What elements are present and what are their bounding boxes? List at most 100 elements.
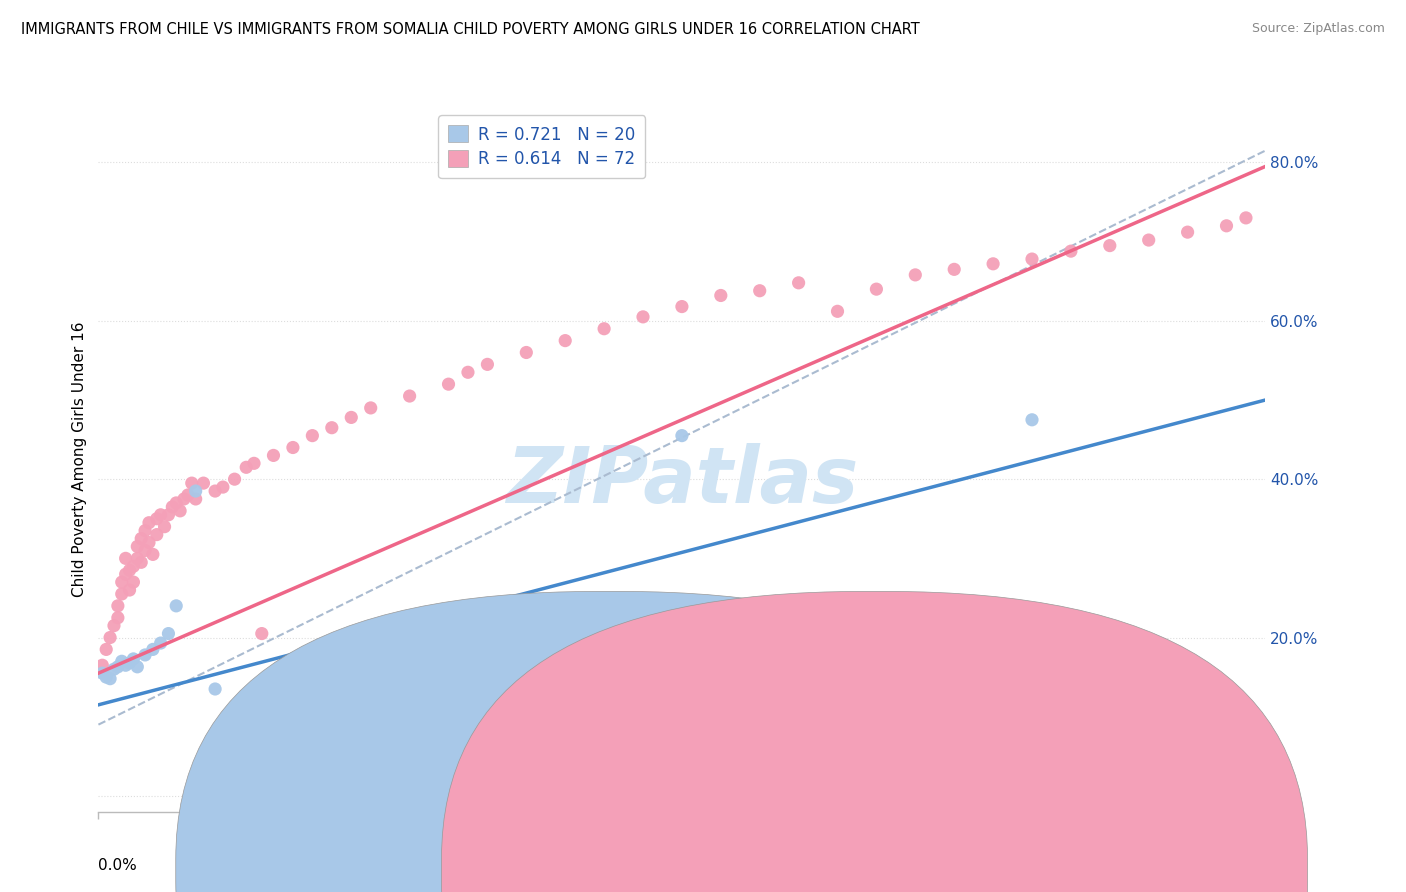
Point <box>98 631 121 645</box>
Point <box>262 449 284 463</box>
Text: ZIPatlas: ZIPatlas <box>506 442 858 518</box>
Point <box>1137 233 1160 247</box>
Point <box>103 662 125 676</box>
Point <box>96 670 118 684</box>
Point <box>127 551 149 566</box>
Point <box>204 681 226 696</box>
Point <box>477 357 499 371</box>
Point <box>98 672 121 686</box>
Point <box>437 377 460 392</box>
Point <box>398 389 420 403</box>
Point <box>360 401 382 415</box>
Point <box>184 491 207 506</box>
Point <box>250 626 273 640</box>
Point <box>91 658 114 673</box>
Point <box>865 282 887 296</box>
Point <box>157 508 180 522</box>
Point <box>165 599 187 613</box>
Point <box>107 660 129 674</box>
Point <box>134 524 156 538</box>
Point <box>142 642 165 657</box>
Text: Source: ZipAtlas.com: Source: ZipAtlas.com <box>1251 22 1385 36</box>
Point <box>138 535 160 549</box>
Point <box>96 642 118 657</box>
Y-axis label: Child Poverty Among Girls Under 16: Child Poverty Among Girls Under 16 <box>72 322 87 597</box>
Point <box>243 456 266 470</box>
Text: IMMIGRANTS FROM CHILE VS IMMIGRANTS FROM SOMALIA CHILD POVERTY AMONG GIRLS UNDER: IMMIGRANTS FROM CHILE VS IMMIGRANTS FROM… <box>21 22 920 37</box>
Point <box>943 262 966 277</box>
Point <box>204 484 226 499</box>
Point <box>1215 219 1237 233</box>
Point <box>114 658 136 673</box>
Point <box>162 500 184 514</box>
Point <box>103 618 125 632</box>
Point <box>177 488 200 502</box>
Point <box>180 476 202 491</box>
Point <box>122 575 145 590</box>
Point <box>193 476 215 491</box>
Point <box>127 660 149 674</box>
Legend: R = 0.721   N = 20, R = 0.614   N = 72: R = 0.721 N = 20, R = 0.614 N = 72 <box>439 115 645 178</box>
Point <box>114 551 136 566</box>
Point <box>146 527 169 541</box>
Point <box>212 480 235 494</box>
Point <box>730 709 752 723</box>
Point <box>1177 225 1199 239</box>
Point <box>593 322 616 336</box>
Point <box>173 491 195 506</box>
Point <box>1021 252 1043 266</box>
Point <box>235 460 257 475</box>
Point <box>149 508 172 522</box>
Point <box>111 575 134 590</box>
Point <box>122 559 145 574</box>
Point <box>114 567 136 582</box>
Point <box>671 300 693 314</box>
Point <box>127 540 149 554</box>
Point <box>107 599 129 613</box>
Point <box>111 654 134 668</box>
Point <box>138 516 160 530</box>
Point <box>904 268 927 282</box>
Point <box>118 656 141 670</box>
Point <box>153 519 176 533</box>
Point <box>224 472 246 486</box>
Point <box>981 257 1004 271</box>
Point <box>1021 413 1043 427</box>
Point <box>631 310 654 324</box>
Point <box>111 587 134 601</box>
Point <box>787 276 810 290</box>
Text: 30.0%: 30.0% <box>1218 857 1265 872</box>
Point <box>149 636 172 650</box>
Point <box>118 563 141 577</box>
Point <box>107 611 129 625</box>
Point <box>1060 244 1083 259</box>
Point <box>301 428 323 442</box>
Point <box>122 652 145 666</box>
Point <box>118 582 141 597</box>
Point <box>146 512 169 526</box>
Point <box>281 441 304 455</box>
Text: Immigrants from Somalia: Immigrants from Somalia <box>886 863 1080 877</box>
Point <box>142 548 165 562</box>
Point <box>184 484 207 499</box>
Point <box>91 666 114 681</box>
Point <box>169 504 191 518</box>
Point <box>710 288 733 302</box>
Point <box>134 648 156 662</box>
Point <box>129 532 152 546</box>
Point <box>165 496 187 510</box>
Point <box>457 365 479 379</box>
Point <box>129 555 152 569</box>
Text: 0.0%: 0.0% <box>98 857 138 872</box>
Text: Immigrants from Chile: Immigrants from Chile <box>633 863 804 877</box>
Point <box>134 543 156 558</box>
Point <box>748 284 770 298</box>
Point <box>1234 211 1257 225</box>
Point <box>515 345 537 359</box>
Point <box>1098 238 1121 252</box>
Point <box>321 420 343 434</box>
Point <box>554 334 576 348</box>
Point <box>157 626 180 640</box>
Point <box>671 428 693 442</box>
Point <box>827 304 849 318</box>
